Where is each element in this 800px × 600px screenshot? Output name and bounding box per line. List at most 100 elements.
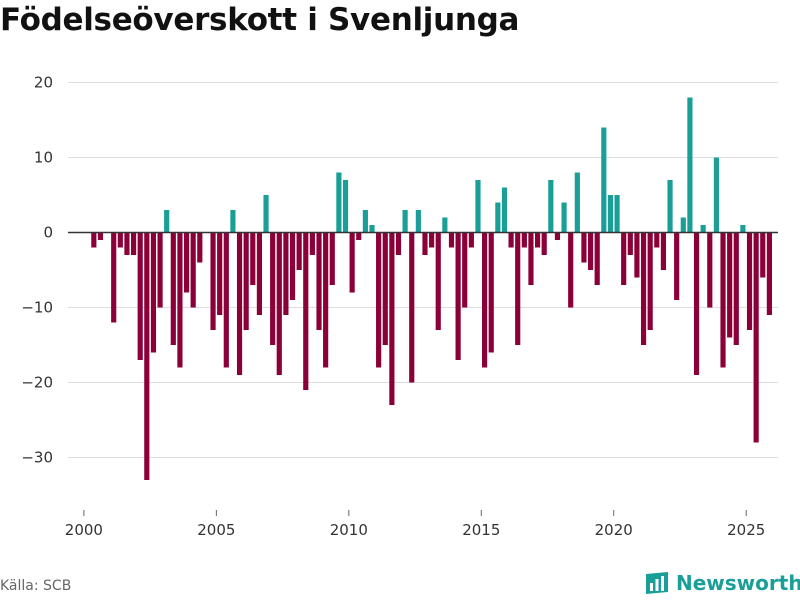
bar (766, 232, 772, 315)
x-tick-label: 2025 (727, 521, 765, 539)
bar (468, 232, 474, 248)
bar (515, 232, 521, 345)
bar (164, 210, 170, 233)
bar (501, 187, 508, 233)
bar (389, 232, 395, 405)
bar (740, 225, 746, 233)
bar (713, 157, 719, 233)
bar (376, 232, 382, 368)
bar (409, 232, 415, 383)
bar (680, 217, 686, 233)
bar (157, 232, 163, 308)
bar (150, 232, 157, 353)
bar (230, 210, 236, 233)
bar (197, 232, 203, 263)
bar (124, 232, 130, 255)
bar (323, 232, 329, 368)
newsworthy-logo-icon (646, 572, 668, 594)
gridlines (68, 82, 778, 458)
bar (448, 232, 455, 248)
chart-title: Födelseöverskott i Svenljunga (0, 2, 520, 38)
bar (475, 180, 481, 233)
bar (548, 180, 554, 233)
bar (607, 195, 614, 233)
brand-name: Newsworthy (676, 571, 800, 595)
bar (170, 232, 176, 345)
bar (415, 210, 421, 233)
bar (667, 180, 673, 233)
bar (303, 232, 309, 390)
bar (693, 232, 700, 375)
bar (554, 232, 561, 240)
bar (687, 97, 693, 233)
bar (256, 232, 262, 315)
bar (316, 232, 322, 330)
bar (236, 232, 243, 375)
bar (674, 232, 680, 300)
bar (395, 232, 402, 255)
bar (223, 232, 229, 368)
bar (601, 127, 607, 233)
y-tick-label: 20 (34, 74, 53, 92)
bar (296, 232, 302, 270)
bar (429, 232, 435, 248)
x-tick-label: 2015 (462, 521, 500, 539)
bar (660, 232, 667, 270)
bar (263, 195, 269, 233)
bar (217, 232, 223, 315)
bar (250, 232, 256, 285)
y-tick-label: −20 (21, 374, 53, 392)
y-tick-label: −30 (21, 449, 53, 467)
bar (117, 232, 123, 248)
bar (760, 232, 766, 278)
bar (541, 232, 547, 255)
y-axis-ticks: 20 10 0 −10 −20 −30 (21, 74, 53, 467)
bar (621, 232, 627, 285)
x-tick-label: 2010 (330, 521, 368, 539)
bar (362, 210, 368, 233)
bar (309, 232, 315, 255)
bar (634, 232, 640, 278)
bar (183, 232, 190, 293)
bar (329, 232, 335, 285)
bar (707, 232, 713, 308)
bar (144, 232, 150, 480)
bar (336, 172, 342, 233)
bar (746, 232, 753, 330)
x-axis-ticks: 2000 2005 2010 2015 2020 2025 (65, 510, 765, 539)
bar (210, 232, 216, 330)
bar (356, 232, 362, 240)
y-tick-label: 0 (43, 224, 53, 242)
bar (289, 232, 296, 300)
bar (342, 180, 349, 233)
bar (508, 232, 514, 248)
bar (369, 225, 375, 233)
x-tick-label: 2005 (197, 521, 235, 539)
bar (137, 232, 143, 360)
bar (733, 232, 739, 345)
bars (91, 97, 772, 480)
x-tick-label: 2000 (65, 521, 103, 539)
bar (382, 232, 388, 345)
bar (561, 202, 567, 233)
bar (614, 195, 620, 233)
bar (442, 217, 448, 233)
bar (594, 232, 600, 285)
bar (349, 232, 355, 293)
bar (402, 210, 408, 233)
bar (753, 232, 759, 443)
bar (627, 232, 633, 255)
bar (243, 232, 249, 330)
source-note: Källa: SCB (0, 578, 72, 594)
bar (521, 232, 527, 248)
bar (495, 202, 501, 233)
brand-logo[interactable]: Newsworthy (644, 570, 800, 596)
y-tick-label: −10 (21, 299, 53, 317)
bar (482, 232, 488, 368)
bar (587, 232, 594, 270)
bar (97, 232, 104, 240)
bar (190, 232, 196, 308)
bar (700, 225, 706, 233)
bar (177, 232, 183, 368)
